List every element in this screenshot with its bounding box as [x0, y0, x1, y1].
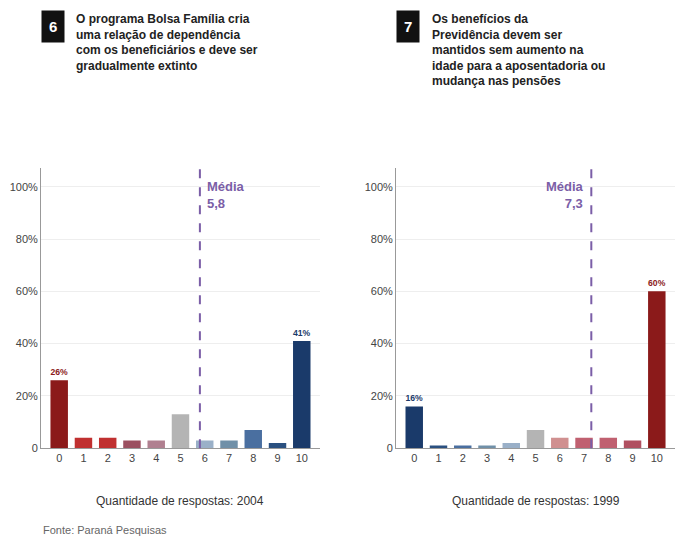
svg-text:60%: 60%	[16, 285, 38, 297]
svg-text:80%: 80%	[16, 233, 38, 245]
svg-text:4: 4	[153, 452, 159, 464]
svg-text:41%: 41%	[293, 328, 311, 338]
svg-text:7: 7	[404, 18, 412, 35]
svg-text:2: 2	[460, 452, 466, 464]
svg-text:1: 1	[80, 452, 86, 464]
svg-text:40%: 40%	[16, 337, 38, 349]
svg-text:3: 3	[484, 452, 490, 464]
svg-text:10: 10	[651, 452, 663, 464]
svg-text:0: 0	[56, 452, 62, 464]
svg-text:100%: 100%	[10, 181, 38, 193]
svg-text:80%: 80%	[371, 233, 393, 245]
svg-text:Fonte: Paraná Pesquisas: Fonte: Paraná Pesquisas	[43, 524, 167, 536]
svg-text:60%: 60%	[648, 278, 666, 288]
svg-text:7: 7	[226, 452, 232, 464]
svg-text:10: 10	[296, 452, 308, 464]
svg-text:8: 8	[250, 452, 256, 464]
svg-text:9: 9	[629, 452, 635, 464]
svg-text:16%: 16%	[406, 393, 424, 403]
svg-text:40%: 40%	[371, 337, 393, 349]
svg-text:1: 1	[435, 452, 441, 464]
svg-text:6: 6	[557, 452, 563, 464]
svg-text:5: 5	[532, 452, 538, 464]
svg-text:60%: 60%	[371, 285, 393, 297]
svg-text:0: 0	[387, 442, 393, 454]
svg-text:Quantidade de respostas: 2004: Quantidade de respostas: 2004	[96, 494, 264, 508]
svg-text:0: 0	[411, 452, 417, 464]
svg-text:6: 6	[202, 452, 208, 464]
svg-text:Quantidade de respostas: 1999: Quantidade de respostas: 1999	[452, 494, 620, 508]
svg-text:9: 9	[274, 452, 280, 464]
svg-text:5: 5	[177, 452, 183, 464]
svg-text:20%: 20%	[371, 390, 393, 402]
svg-text:6: 6	[49, 18, 57, 35]
svg-text:2: 2	[105, 452, 111, 464]
svg-text:4: 4	[508, 452, 514, 464]
svg-text:O programa Bolsa Família criau: O programa Bolsa Família criauma relação…	[76, 12, 258, 73]
svg-text:0: 0	[32, 442, 38, 454]
svg-text:7: 7	[581, 452, 587, 464]
svg-text:Média5,8: Média5,8	[207, 179, 245, 211]
svg-text:100%: 100%	[365, 181, 393, 193]
svg-text:20%: 20%	[16, 390, 38, 402]
svg-text:Os benefícios daPrevidência de: Os benefícios daPrevidência devem serman…	[432, 12, 605, 88]
svg-text:3: 3	[129, 452, 135, 464]
svg-text:Média7,3: Média7,3	[546, 179, 584, 211]
svg-text:8: 8	[605, 452, 611, 464]
svg-text:26%: 26%	[50, 367, 68, 377]
